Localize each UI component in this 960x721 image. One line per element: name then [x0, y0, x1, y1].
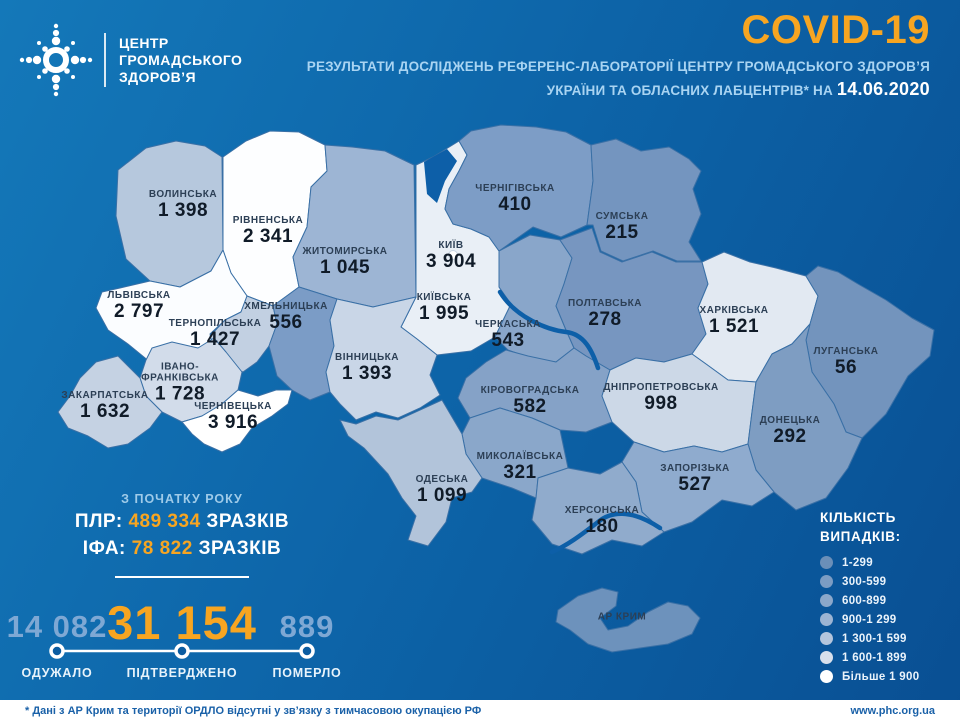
water-feature	[424, 149, 457, 203]
recovered-marker	[49, 643, 65, 659]
region-shape-vinnytsia	[325, 296, 441, 421]
legend-item: 600-899	[820, 591, 955, 610]
case-counters: 14 082 ОДУЖАЛО 31 154 ПІДТВЕРДЖЕНО 889 П…	[0, 595, 370, 685]
region-shape-odesa	[339, 399, 483, 547]
website-url: www.phc.org.ua	[850, 704, 935, 717]
region-shape-kirovohrad	[457, 347, 613, 433]
map-legend: КІЛЬКІСТЬ ВИПАДКІВ: 1-299 300-599 600-899 9…	[820, 508, 955, 686]
legend-item: 1 600-1 899	[820, 648, 955, 667]
died-marker	[299, 643, 315, 659]
legend-range-label: Більше 1 900	[842, 670, 920, 683]
region-shape-crimea	[555, 587, 701, 653]
pcr-word: ЗРАЗКІВ	[206, 511, 290, 532]
region-shape-lviv	[95, 249, 248, 363]
legend-range-label: 1-299	[842, 556, 873, 569]
header-title-block: COVID-19 РЕЗУЛЬТАТИ ДОСЛІДЖЕНЬ РЕФЕРЕНС-…	[307, 10, 930, 102]
org-name-line2: ГРОМАДСЬКОГО	[119, 51, 243, 68]
ifa-word: ЗРАЗКІВ	[198, 538, 282, 559]
legend-color-dot	[820, 575, 833, 588]
phc-starburst-icon	[19, 23, 93, 97]
stats-divider	[115, 576, 249, 578]
region-shape-zakarpattia	[57, 355, 163, 449]
region-shape-chernihiv	[444, 124, 594, 252]
legend-item: Більше 1 900	[820, 667, 955, 686]
legend-item: 1-299	[820, 553, 955, 572]
recovered-label: ОДУЖАЛО	[21, 666, 93, 680]
recovered-counter: 14 082 ОДУЖАЛО	[6, 609, 108, 680]
counters-timeline	[49, 643, 315, 659]
region-shape-chernivtsi	[181, 389, 293, 453]
pcr-line: ПЛР: 489 334 ЗРАЗКІВ	[72, 511, 292, 533]
ifa-line: ІФА: 78 822 ЗРАЗКІВ	[72, 538, 292, 560]
org-name: ЦЕНТР ГРОМАДСЬКОГО ЗДОРОВ’Я	[119, 35, 242, 86]
legend-range-label: 1 300-1 599	[842, 632, 907, 645]
samples-stats-block: З ПОЧАТКУ РОКУ ПЛР: 489 334 ЗРАЗКІВ ІФА:…	[72, 492, 292, 578]
legend-color-dot	[820, 556, 833, 569]
org-name-line3: ЗДОРОВ’Я	[119, 68, 196, 85]
page-subtitle: РЕЗУЛЬТАТИ ДОСЛІДЖЕНЬ РЕФЕРЕНС-ЛАБОРАТОР…	[307, 56, 930, 102]
water-feature	[549, 511, 663, 555]
pcr-value: 489 334	[128, 511, 201, 532]
confirmed-marker	[174, 643, 190, 659]
confirmed-label: ПІДТВЕРДЖЕНО	[126, 666, 238, 680]
legend-title-line2: ВИПАДКІВ:	[820, 529, 901, 544]
legend-range-label: 1 600-1 899	[842, 651, 907, 664]
region-shape-sumy	[586, 138, 702, 262]
ifa-label: ІФА:	[82, 538, 126, 559]
region-shape-khmelnytsky	[268, 286, 338, 401]
region-shape-volyn	[115, 140, 224, 288]
subtitle-line1: РЕЗУЛЬТАТИ ДОСЛІДЖЕНЬ РЕФЕРЕНС-ЛАБОРАТОР…	[306, 59, 930, 74]
legend-item: 1 300-1 599	[820, 629, 955, 648]
legend-range-label: 600-899	[842, 594, 887, 607]
legend-color-dot	[820, 632, 833, 645]
report-date: 14.06.2020	[836, 79, 930, 99]
legend-range-label: 300-599	[842, 575, 887, 588]
legend-item: 300-599	[820, 572, 955, 591]
logo-divider	[104, 33, 106, 87]
footer-bar: * Дані з АР Крим та території ОРДЛО відс…	[0, 700, 960, 721]
died-value: 889	[279, 609, 335, 644]
water-feature	[497, 289, 601, 371]
org-logo: ЦЕНТР ГРОМАДСЬКОГО ЗДОРОВ’Я	[18, 22, 242, 98]
pcr-label: ПЛР:	[74, 511, 123, 532]
legend-color-dot	[820, 613, 833, 626]
legend-color-dot	[820, 594, 833, 607]
legend-title: КІЛЬКІСТЬ ВИПАДКІВ:	[820, 508, 955, 546]
died-label: ПОМЕРЛО	[272, 666, 342, 680]
kyiv-city-marker	[448, 250, 458, 260]
ifa-value: 78 822	[131, 538, 193, 559]
region-shape-kherson	[531, 461, 665, 555]
legend-items: 1-299 300-599 600-899 900-1 299 1 300-1 599 1…	[820, 553, 955, 686]
subtitle-line2: УКРАЇНИ ТА ОБЛАСНИХ ЛАБЦЕНТРІВ* НА	[546, 83, 833, 98]
legend-color-dot	[820, 651, 833, 664]
footnote: * Дані з АР Крим та території ОРДЛО відс…	[25, 704, 482, 717]
confirmed-value: 31 154	[107, 596, 257, 649]
died-counter: 889 ПОМЕРЛО	[272, 609, 340, 680]
org-name-line1: ЦЕНТР	[119, 34, 169, 51]
legend-range-label: 900-1 299	[842, 613, 897, 626]
since-year-label: З ПОЧАТКУ РОКУ	[121, 492, 243, 506]
confirmed-counter: 31 154 ПІДТВЕРДЖЕНО	[107, 595, 257, 680]
legend-title-line1: КІЛЬКІСТЬ	[820, 510, 896, 525]
legend-item: 900-1 299	[820, 610, 955, 629]
recovered-value: 14 082	[6, 609, 108, 644]
page-title: COVID-19	[741, 8, 930, 52]
legend-color-dot	[820, 670, 833, 683]
